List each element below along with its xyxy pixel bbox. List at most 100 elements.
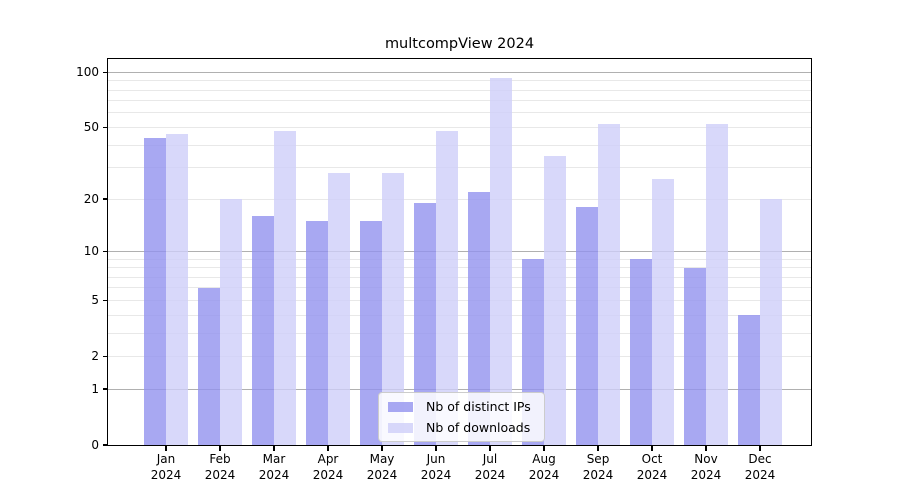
bar-nb-of-distinct-ips-feb: [198, 287, 220, 445]
y-tick-mark-50: [102, 126, 107, 129]
x-tick-year: 2024: [528, 468, 560, 482]
chart-title: multcompView 2024: [384, 36, 535, 52]
x-tick-mark-nov: [705, 446, 707, 451]
bar-nb-of-downloads-dec: [760, 199, 782, 445]
legend-swatch-downloads: [388, 422, 413, 433]
x-tick-year: 2024: [258, 468, 290, 482]
y-tick-mark-10: [102, 250, 107, 252]
x-tick-label-dec: Dec 2024: [733, 451, 787, 483]
legend-item-downloads: Nb of downloads: [388, 419, 544, 437]
x-tick-label-jul: Jul 2024: [463, 451, 517, 483]
gridline-minor-3: [108, 332, 811, 334]
x-tick-month: Mar: [262, 452, 286, 466]
x-tick-label-jan: Jan 2024: [139, 451, 193, 483]
gridline-minor-20: [108, 198, 811, 200]
x-tick-mark-may: [381, 446, 383, 451]
gridline-minor-40: [108, 144, 811, 146]
gridline-major-10: [108, 250, 811, 252]
bars-layer: [108, 59, 811, 445]
gridline-minor-70: [108, 100, 811, 102]
bar-nb-of-distinct-ips-nov: [684, 267, 706, 445]
bar-nb-of-distinct-ips-apr: [306, 221, 328, 445]
bar-nb-of-downloads-apr: [328, 173, 350, 445]
bar-nb-of-distinct-ips-may: [360, 221, 382, 445]
x-tick-month: Jun: [426, 452, 446, 466]
x-tick-label-aug: Aug 2024: [517, 451, 571, 483]
x-tick-mark-sep: [597, 446, 599, 451]
grid-layer: [108, 59, 811, 445]
y-tick-mark-1: [102, 388, 107, 390]
y-tick-mark-5: [102, 299, 107, 301]
y-tick-label-5: 5: [91, 292, 99, 307]
x-tick-label-may: May 2024: [355, 451, 409, 483]
bar-nb-of-distinct-ips-dec: [738, 315, 760, 445]
y-tick-label-10: 10: [83, 243, 99, 258]
gridline-minor-30: [108, 167, 811, 169]
y-tick-mark-20: [102, 198, 107, 200]
x-tick-month: Apr: [317, 452, 339, 466]
x-tick-label-oct: Oct 2024: [625, 451, 679, 483]
x-tick-month: Jul: [482, 452, 498, 466]
x-tick-mark-oct: [651, 446, 653, 451]
bar-nb-of-downloads-sep: [598, 124, 620, 445]
bar-nb-of-distinct-ips-jan: [144, 137, 166, 445]
x-tick-month: Oct: [641, 452, 663, 466]
y-tick-mark-100: [102, 71, 107, 73]
x-tick-month: Feb: [209, 452, 231, 466]
x-tick-month: Jan: [156, 452, 176, 466]
x-tick-mark-apr: [327, 446, 329, 451]
x-tick-mark-dec: [759, 446, 761, 451]
plot-area: Nb of distinct IPs Nb of downloads: [107, 58, 812, 446]
y-tick-mark-2: [102, 355, 107, 357]
y-tick-mark-0: [102, 444, 107, 446]
x-tick-year: 2024: [690, 468, 722, 482]
gridline-minor-90: [108, 80, 811, 82]
gridline-minor-80: [108, 89, 811, 91]
x-tick-label-jun: Jun 2024: [409, 451, 463, 483]
y-tick-label-0: 0: [91, 437, 99, 452]
y-tick-label-100: 100: [76, 64, 99, 79]
x-tick-mark-jul: [489, 446, 491, 451]
gridline-major-100: [108, 71, 811, 73]
gridline-minor-50: [108, 126, 811, 128]
y-tick-label-2: 2: [91, 348, 99, 363]
x-tick-month: May: [369, 452, 395, 466]
x-tick-year: 2024: [636, 468, 668, 482]
gridline-minor-9: [108, 258, 811, 260]
legend: Nb of distinct IPs Nb of downloads: [378, 392, 545, 442]
gridline-minor-8: [108, 267, 811, 269]
bar-nb-of-distinct-ips-mar: [252, 216, 274, 445]
y-tick-label-50: 50: [83, 119, 99, 134]
gridline-minor-4: [108, 314, 811, 316]
x-tick-month: Dec: [748, 452, 772, 466]
bar-nb-of-downloads-aug: [544, 155, 566, 445]
x-tick-label-apr: Apr 2024: [301, 451, 355, 483]
legend-item-distinct-ips: Nb of distinct IPs: [388, 398, 544, 416]
x-tick-mark-jan: [165, 446, 167, 451]
gridline-minor-6: [108, 287, 811, 289]
x-tick-label-nov: Nov 2024: [679, 451, 733, 483]
bar-nb-of-distinct-ips-sep: [576, 207, 598, 445]
gridline-minor-5: [108, 299, 811, 301]
x-tick-label-sep: Sep 2024: [571, 451, 625, 483]
bar-nb-of-downloads-feb: [220, 199, 242, 445]
x-tick-month: Aug: [532, 452, 556, 466]
x-tick-label-mar: Mar 2024: [247, 451, 301, 483]
x-tick-year: 2024: [582, 468, 614, 482]
gridline-minor-7: [108, 276, 811, 278]
x-tick-year: 2024: [366, 468, 398, 482]
bar-nb-of-distinct-ips-oct: [630, 259, 652, 445]
x-tick-month: Nov: [694, 452, 718, 466]
x-tick-year: 2024: [474, 468, 506, 482]
legend-swatch-distinct-ips: [388, 401, 413, 412]
x-tick-year: 2024: [420, 468, 452, 482]
y-tick-label-1: 1: [91, 381, 99, 396]
bar-nb-of-distinct-ips-jun: [414, 203, 436, 445]
gridline-minor-2: [108, 355, 811, 357]
x-tick-mark-mar: [273, 446, 275, 451]
legend-label-distinct-ips: Nb of distinct IPs: [426, 399, 531, 414]
bar-nb-of-downloads-nov: [706, 124, 728, 445]
x-tick-month: Sep: [586, 452, 610, 466]
legend-label-downloads: Nb of downloads: [426, 420, 531, 435]
